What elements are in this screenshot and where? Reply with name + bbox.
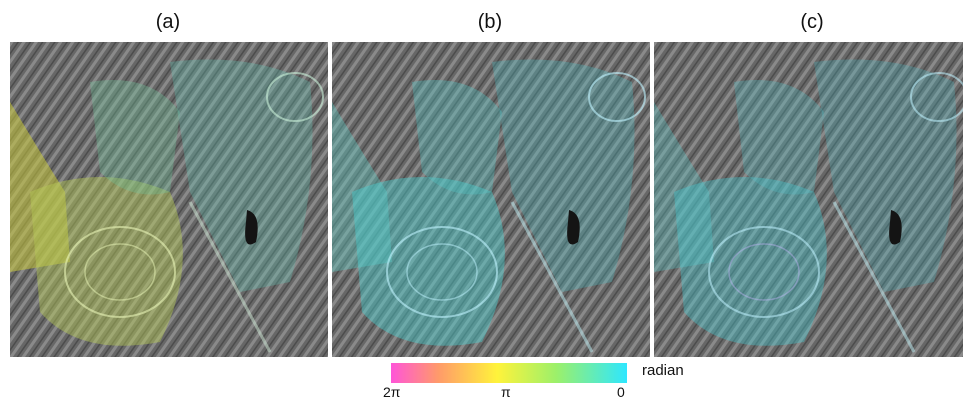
phase-image-a xyxy=(10,42,328,357)
panel-label-a: (a) xyxy=(155,11,181,33)
panel-label-b: (b) xyxy=(477,11,503,33)
phase-image-b xyxy=(332,42,650,357)
colorbar-unit-label: radian xyxy=(642,362,684,379)
colorbar-tick-2pi: 2π xyxy=(383,384,401,400)
phase-colorbar xyxy=(391,363,627,383)
colorbar-tick-0: 0 xyxy=(617,384,625,400)
phase-image-c xyxy=(654,42,963,357)
panel-label-c: (c) xyxy=(800,11,824,33)
colorbar-tick-pi: π xyxy=(501,384,511,400)
